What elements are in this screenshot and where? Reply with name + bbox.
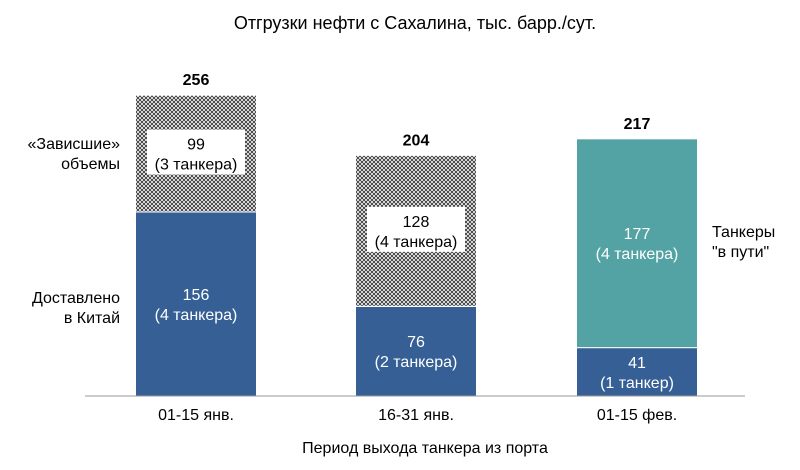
segment-label-box	[367, 206, 465, 252]
series-annotation-label: объемы	[61, 156, 120, 173]
bar-total-label: 256	[183, 72, 210, 89]
segment-tanker-label: (1 танкер)	[600, 375, 674, 392]
bar-segment	[355, 305, 477, 397]
category-label: 16-31 янв.	[378, 407, 454, 424]
series-annotation-label: Доставлено	[32, 290, 120, 307]
segment-label-box	[147, 129, 245, 175]
segment-value-label: 128	[403, 214, 430, 231]
segment-tanker-label: (4 танкера)	[596, 246, 679, 263]
series-annotation-label: в Китай	[64, 310, 120, 327]
segment-value-label: 76	[407, 334, 425, 351]
segment-tanker-label: (4 танкера)	[375, 234, 458, 251]
segment-tanker-label: (4 танкера)	[155, 307, 238, 324]
segment-value-label: 41	[628, 355, 646, 372]
segment-tanker-label: (3 танкера)	[155, 157, 238, 174]
series-annotation-label: «Зависшие»	[28, 136, 121, 153]
x-axis-label: Период выхода танкера из порта	[302, 440, 548, 457]
segment-value-label: 177	[624, 226, 651, 243]
category-label: 01-15 янв.	[158, 407, 234, 424]
segment-value-label: 156	[183, 287, 210, 304]
bar-segment	[135, 211, 257, 397]
segment-tanker-label: (2 танкера)	[375, 354, 458, 371]
bar-total-label: 204	[403, 132, 430, 149]
category-label: 01-15 фев.	[597, 407, 677, 424]
bar-segment	[576, 138, 698, 349]
series-annotation-label: "в пути"	[712, 244, 769, 261]
chart-title: Отгрузки нефти с Сахалина, тыс. барр./су…	[234, 13, 596, 33]
bar-segment	[576, 347, 698, 397]
bar-total-label: 217	[624, 116, 651, 133]
segment-value-label: 99	[187, 137, 205, 154]
series-annotation-label: Танкеры	[712, 224, 775, 241]
plot-area: 156 (4 танкера) 99 (3 танкера) 256 01-15 янв.…	[28, 72, 776, 424]
